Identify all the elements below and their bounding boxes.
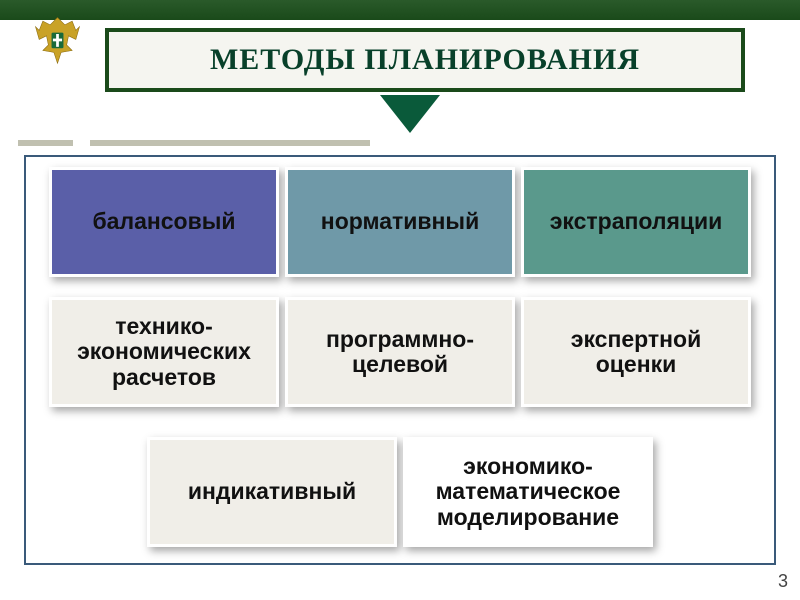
diagram-row: технико-экономических расчетов программн… <box>26 297 774 407</box>
title-box: МЕТОДЫ ПЛАНИРОВАНИЯ <box>105 28 745 92</box>
method-cell: экстраполяции <box>521 167 751 277</box>
divider-segment <box>90 140 370 146</box>
method-cell: технико-экономических расчетов <box>49 297 279 407</box>
method-cell: экспертной оценки <box>521 297 751 407</box>
page-title: МЕТОДЫ ПЛАНИРОВАНИЯ <box>210 43 640 77</box>
page-number: 3 <box>778 571 788 592</box>
divider-segment <box>18 140 73 146</box>
method-cell: экономико-математическое моделирование <box>403 437 653 547</box>
diagram-row: индикативный экономико-математическое мо… <box>26 437 774 547</box>
diagram-frame: балансовый нормативный экстраполяции тех… <box>24 155 776 565</box>
method-cell: индикативный <box>147 437 397 547</box>
customs-emblem-logo <box>30 12 85 67</box>
method-cell: балансовый <box>49 167 279 277</box>
method-cell: нормативный <box>285 167 515 277</box>
method-cell: программно-целевой <box>285 297 515 407</box>
arrow-down-icon <box>380 95 440 133</box>
diagram-row: балансовый нормативный экстраполяции <box>26 167 774 277</box>
header-bar <box>0 0 800 20</box>
eagle-icon <box>36 18 80 64</box>
